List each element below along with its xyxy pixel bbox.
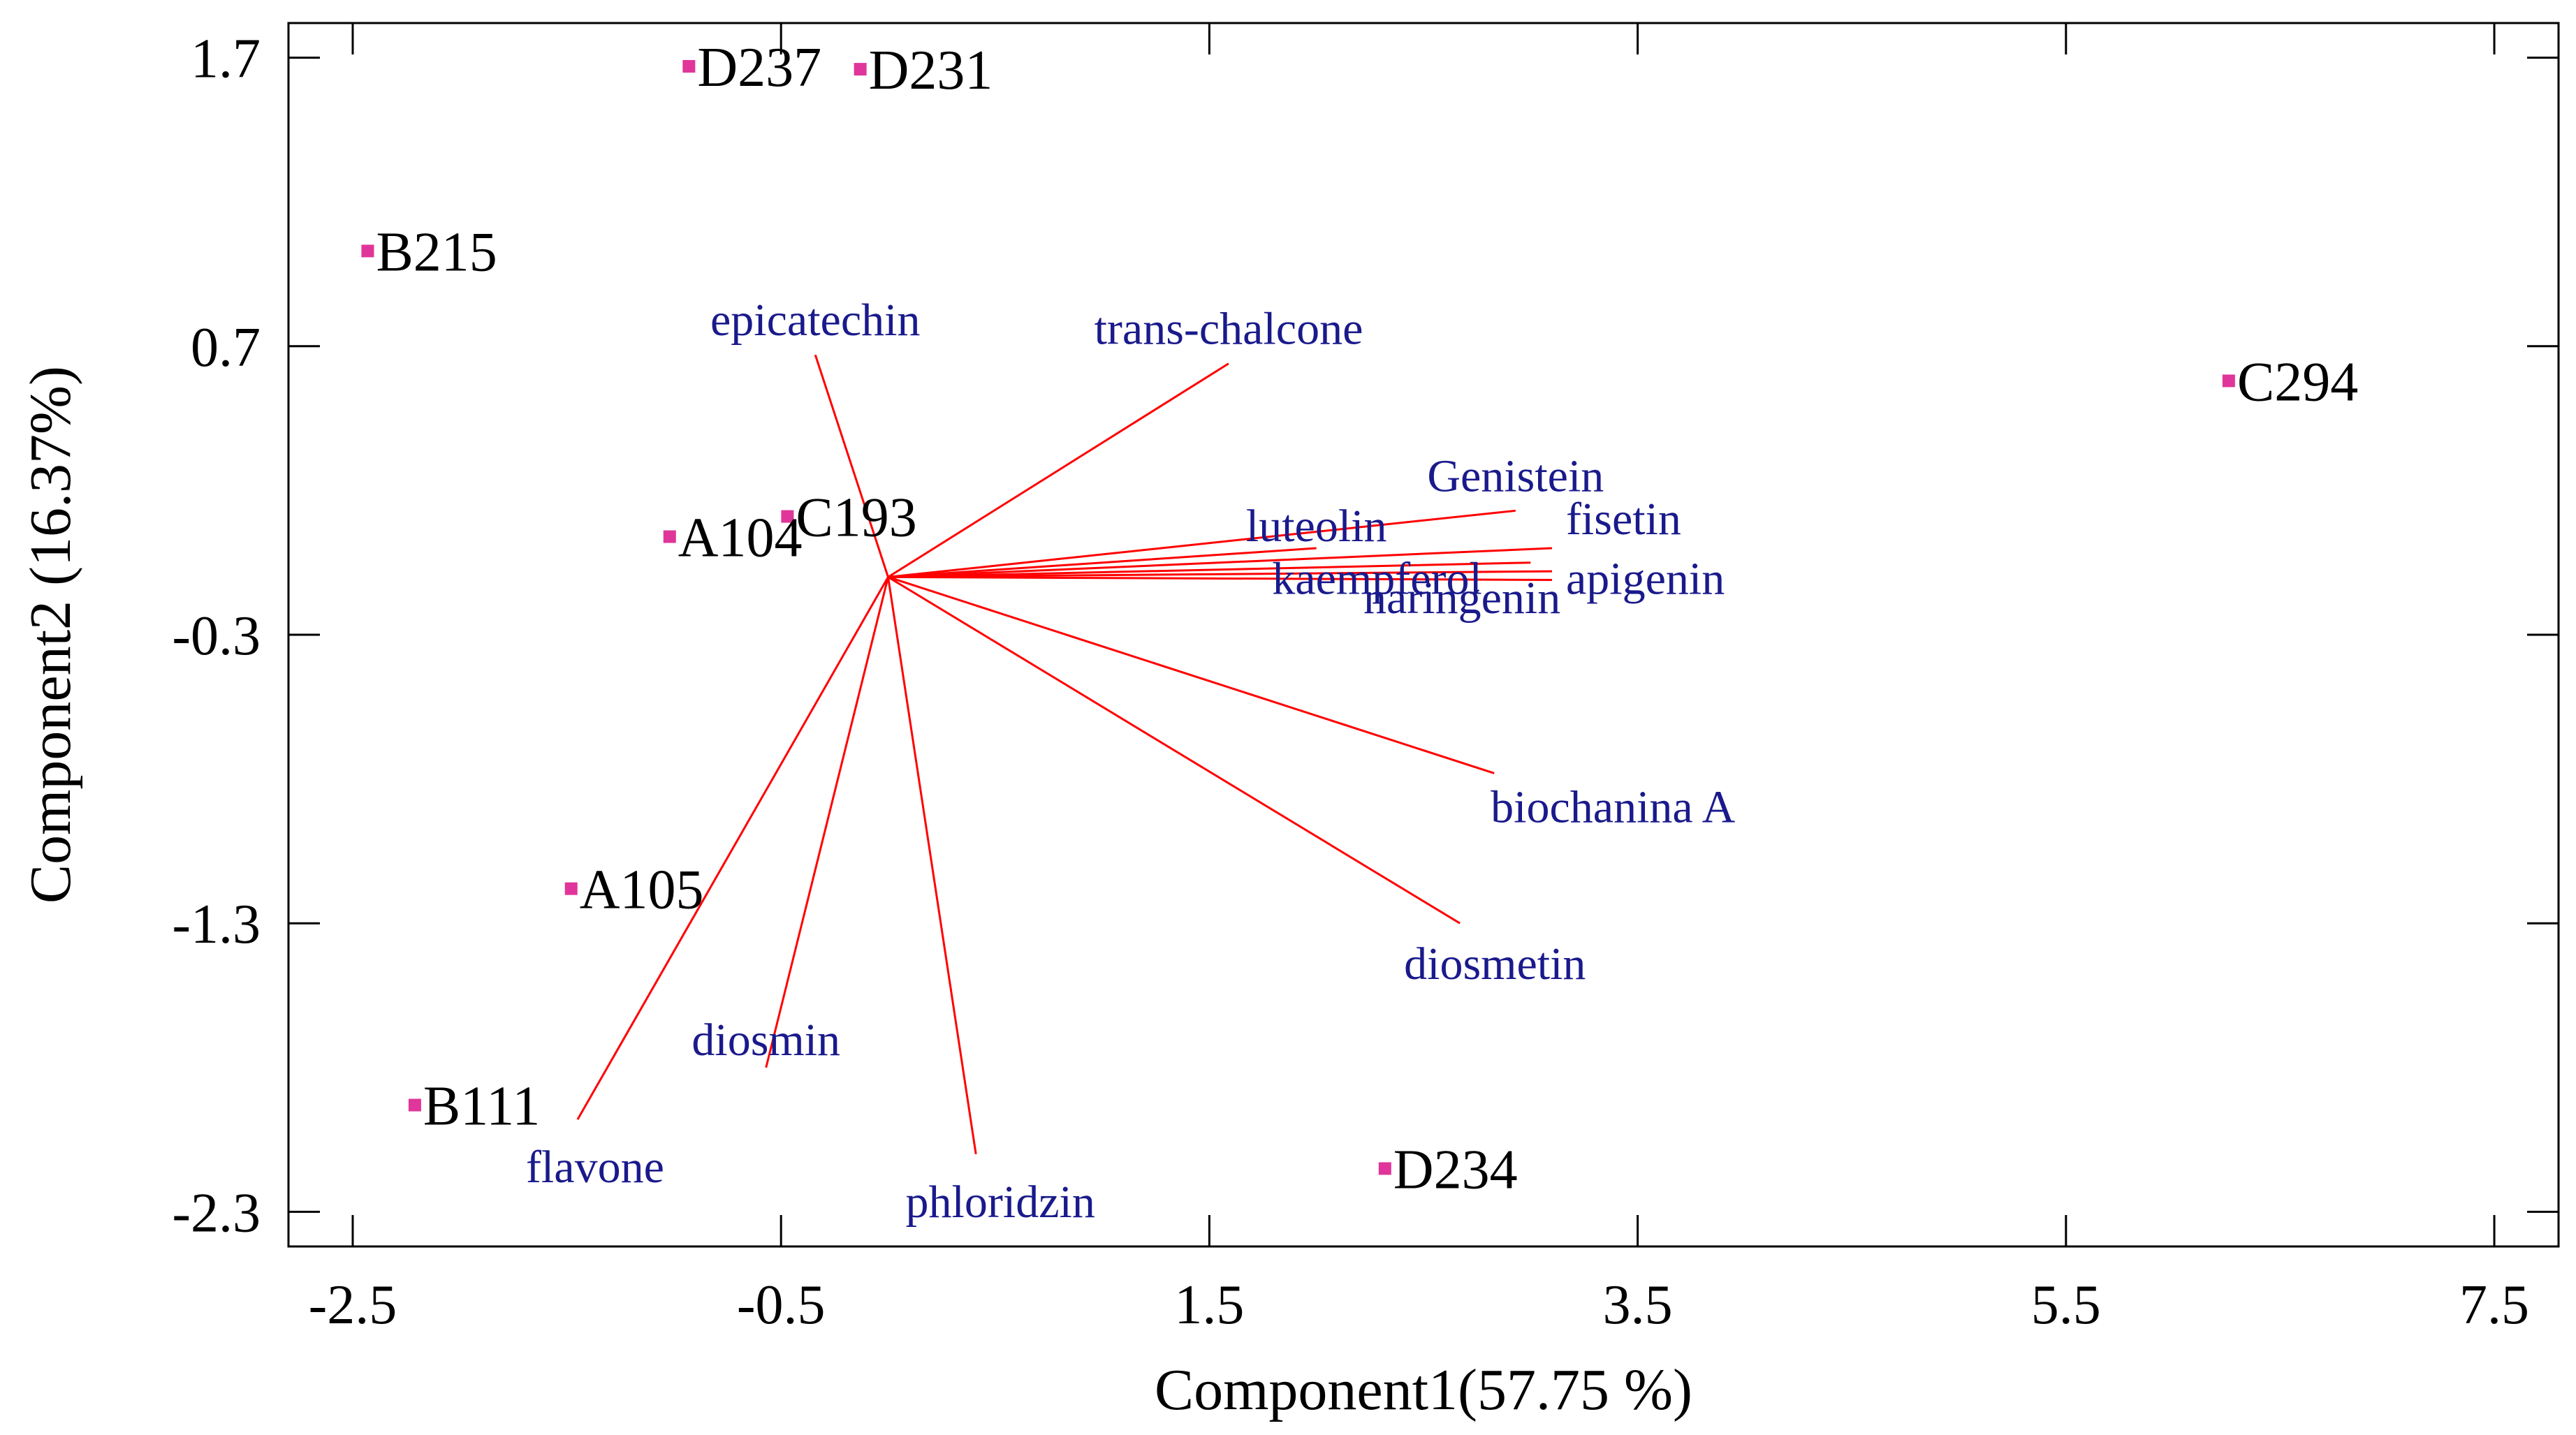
observation-label: A104 xyxy=(678,508,803,569)
variable-label: luteolin xyxy=(1246,501,1387,552)
variable-label: kaempferol xyxy=(1272,554,1482,605)
variable-label: biochanina A xyxy=(1491,781,1735,832)
observation-label: D234 xyxy=(1393,1139,1518,1200)
vector-line xyxy=(888,575,1495,774)
x-tick-label: 5.5 xyxy=(2031,1274,2101,1336)
vector-line xyxy=(888,561,1531,578)
vector-line xyxy=(887,362,1229,578)
vector-line xyxy=(814,354,889,577)
vector-line xyxy=(888,509,1516,578)
observation-label: C193 xyxy=(796,487,916,549)
variable-vectors xyxy=(576,354,1553,1154)
y-axis-title: Component2 (16.37%) xyxy=(18,366,83,904)
observation-points xyxy=(361,59,2235,1175)
vector-line xyxy=(888,575,1552,581)
y-tick-label: 1.7 xyxy=(191,29,261,90)
x-tick-label: 3.5 xyxy=(1603,1274,1673,1336)
observation-point xyxy=(361,244,374,258)
vector-line xyxy=(888,547,1553,578)
y-tick-label: -2.3 xyxy=(172,1182,261,1244)
observation-label: A105 xyxy=(580,860,704,921)
observation-point xyxy=(408,1098,421,1112)
observation-point xyxy=(854,63,867,76)
x-tick-label: 7.5 xyxy=(2459,1274,2529,1336)
x-tick-label: -0.5 xyxy=(737,1274,826,1336)
axis-ticks xyxy=(288,23,2559,1246)
observation-label: C294 xyxy=(2237,351,2358,413)
vector-line xyxy=(887,576,1461,925)
vector-line xyxy=(576,576,889,1120)
observation-point xyxy=(663,530,676,543)
observation-label: D237 xyxy=(697,37,821,98)
observation-label: B215 xyxy=(376,221,497,283)
observation-point xyxy=(781,510,794,523)
variable-label: diosmetin xyxy=(1404,939,1586,989)
observation-point xyxy=(2222,374,2235,388)
x-axis-title: Component1(57.75 %) xyxy=(1155,1357,1692,1422)
observation-point xyxy=(1378,1162,1391,1175)
variable-label: trans-chalcone xyxy=(1095,304,1363,355)
axis-tick-labels: -2.5 -0.5 1.5 3.5 5.5 7.5 1.7 0.7 -0.3 -1.3 -2.3 xyxy=(172,29,2529,1336)
variable-label: epicatechin xyxy=(710,295,920,346)
observation-label: B111 xyxy=(423,1076,540,1138)
plot-frame xyxy=(287,22,2560,1248)
x-tick-label: 1.5 xyxy=(1174,1274,1244,1336)
variable-label: fisetin xyxy=(1566,494,1681,545)
variable-labels: epicatechin trans-chalcone Genistein luteol… xyxy=(526,295,1736,1228)
y-tick-label: -0.3 xyxy=(172,605,261,667)
vector-line xyxy=(765,576,889,1068)
variable-label: apigenin xyxy=(1566,553,1725,604)
y-tick-label: -1.3 xyxy=(172,894,261,955)
vector-line xyxy=(888,570,1552,578)
y-tick-label: 0.7 xyxy=(191,317,261,378)
variable-label: phloridzin xyxy=(906,1177,1095,1228)
observation-point xyxy=(564,882,578,895)
variable-label: naringenin xyxy=(1363,573,1560,624)
variable-label: diosmin xyxy=(691,1015,840,1066)
observation-label: D231 xyxy=(869,40,993,101)
vector-line xyxy=(887,577,977,1154)
x-tick-label: -2.5 xyxy=(309,1274,397,1336)
variable-label: Genistein xyxy=(1427,450,1604,501)
vector-line xyxy=(888,547,1317,578)
variable-label: flavone xyxy=(526,1142,664,1193)
observation-point xyxy=(682,59,696,73)
